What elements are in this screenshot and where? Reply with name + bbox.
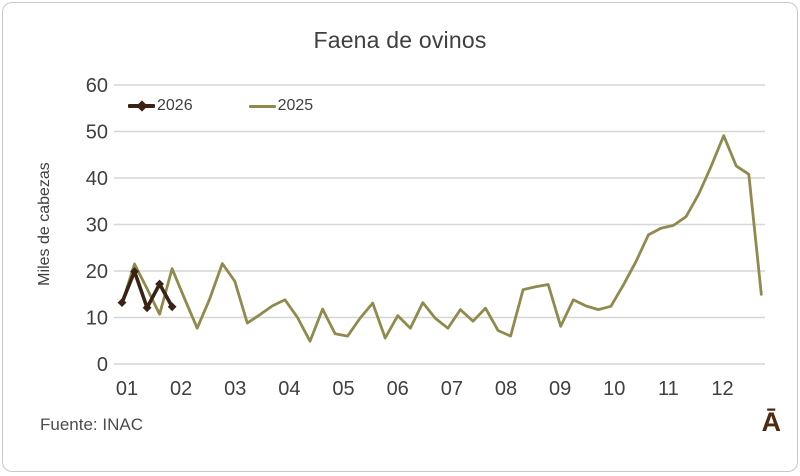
x-tick-label-02: 02 — [170, 378, 192, 400]
diamond-marker-icon — [136, 100, 148, 112]
chart-title: Faena de ovinos — [313, 27, 487, 53]
diamond-marker-icon — [142, 303, 152, 313]
legend-item-2025: 2025 — [248, 97, 314, 115]
legend: 2026 2025 — [128, 97, 313, 115]
x-tick-label-07: 07 — [441, 378, 463, 400]
x-tick-label-12: 12 — [711, 378, 733, 400]
diamond-marker-icon — [155, 279, 165, 289]
x-tick-label-10: 10 — [603, 378, 625, 400]
legend-label-2026: 2026 — [157, 97, 193, 114]
y-tick-label-60: 60 — [86, 75, 108, 97]
diamond-marker-icon — [167, 302, 177, 312]
x-tick-label-06: 06 — [387, 378, 409, 400]
y-axis-title: Miles de cabezas — [36, 162, 53, 286]
watermark-letter: Ā — [761, 407, 782, 437]
y-tick-label-50: 50 — [86, 122, 108, 144]
x-tick-label-11: 11 — [658, 378, 679, 400]
x-tick-label-08: 08 — [495, 378, 517, 400]
diamond-marker-icon — [130, 267, 139, 276]
legend-item-2026: 2026 — [128, 97, 193, 115]
source-note: Fuente: INAC — [40, 415, 143, 434]
y-tick-label-0: 0 — [97, 354, 108, 376]
x-tick-label-04: 04 — [278, 378, 300, 400]
x-tick-label-09: 09 — [549, 378, 571, 400]
legend-label-2025: 2025 — [277, 97, 314, 114]
y-tick-label-30: 30 — [86, 215, 108, 237]
y-tick-label-10: 10 — [86, 308, 108, 330]
series-line-2025 — [120, 134, 763, 343]
x-tick-label-03: 03 — [224, 378, 246, 400]
x-tick-label-01: 01 — [116, 378, 138, 400]
y-tick-label-20: 20 — [86, 261, 108, 283]
line-chart-canvas: 0 10 20 30 40 50 60 01 02 03 04 05 06 07 08 09 10 11 12 — [86, 75, 765, 400]
legend-line-2025-swatch — [248, 104, 276, 108]
diamond-marker-icon — [117, 298, 127, 308]
y-tick-label-40: 40 — [86, 168, 108, 190]
legend-line-2026-swatch — [128, 100, 155, 112]
x-tick-label-05: 05 — [332, 378, 354, 400]
